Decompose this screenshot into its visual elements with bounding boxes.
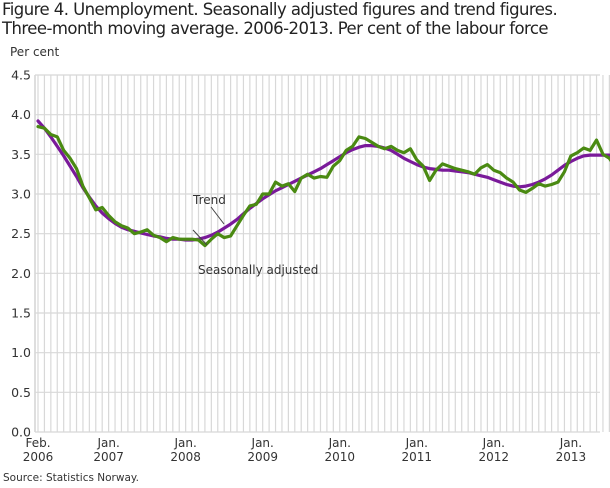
x-tick-label: Jan. bbox=[328, 436, 351, 450]
trend-label: Trend bbox=[192, 193, 226, 207]
seasonally-adjusted-label: Seasonally adjusted bbox=[198, 263, 318, 277]
x-tick-label: Jan. bbox=[251, 436, 274, 450]
gridlines bbox=[34, 74, 610, 433]
x-tick-label: Jan. bbox=[174, 436, 197, 450]
y-axis-label: Per cent bbox=[10, 45, 60, 59]
x-tick-label: Feb. bbox=[25, 436, 50, 450]
title-line-2: Three-month moving average. 2006-2013. P… bbox=[2, 19, 549, 38]
x-tick-label: 2007 bbox=[93, 450, 124, 464]
seasonally-adjusted-series-line bbox=[36, 124, 610, 248]
x-tick-label: 2013 bbox=[556, 450, 587, 464]
y-tick-label: 2.0 bbox=[11, 266, 31, 281]
y-tick-label: 4.0 bbox=[11, 107, 31, 122]
y-tick-label: 0.5 bbox=[11, 385, 31, 400]
y-tick-label: 1.5 bbox=[11, 306, 31, 321]
y-tick-label: 0.0 bbox=[11, 425, 31, 440]
x-tick-label: Jan. bbox=[482, 436, 505, 450]
x-tick-label: Jan. bbox=[559, 436, 582, 450]
x-tick-label: 2006 bbox=[23, 450, 54, 464]
source-note: Source: Statistics Norway. bbox=[3, 472, 139, 484]
y-tick-label: 1.0 bbox=[11, 345, 31, 360]
x-tick-label: Jan. bbox=[405, 436, 428, 450]
figure-title: Figure 4. Unemployment. Seasonally adjus… bbox=[2, 0, 558, 38]
x-tick-label: 2011 bbox=[402, 450, 433, 464]
y-tick-label: 3.5 bbox=[11, 147, 31, 162]
trend-series-line bbox=[36, 119, 610, 242]
x-axis-ticks: Feb.2006Jan.2007Jan.2008Jan.2009Jan.2010… bbox=[23, 436, 586, 464]
y-axis-ticks: 0.0 0.5 1.0 1.5 2.0 2.5 3.0 3.5 4.0 4.5 bbox=[11, 68, 31, 440]
x-tick-label: 2009 bbox=[247, 450, 278, 464]
y-tick-label: 2.5 bbox=[11, 226, 31, 241]
trend-annotation: Trend bbox=[192, 193, 226, 225]
x-tick-label: 2012 bbox=[479, 450, 510, 464]
x-tick-label: 2010 bbox=[324, 450, 355, 464]
y-tick-label: 3.0 bbox=[11, 187, 31, 202]
title-line-1: Figure 4. Unemployment. Seasonally adjus… bbox=[2, 0, 558, 19]
seasonally-adjusted-annotation: Seasonally adjusted bbox=[192, 229, 318, 277]
x-tick-label: Jan. bbox=[96, 436, 119, 450]
x-tick-label: 2008 bbox=[170, 450, 201, 464]
y-tick-label: 4.5 bbox=[11, 68, 31, 83]
